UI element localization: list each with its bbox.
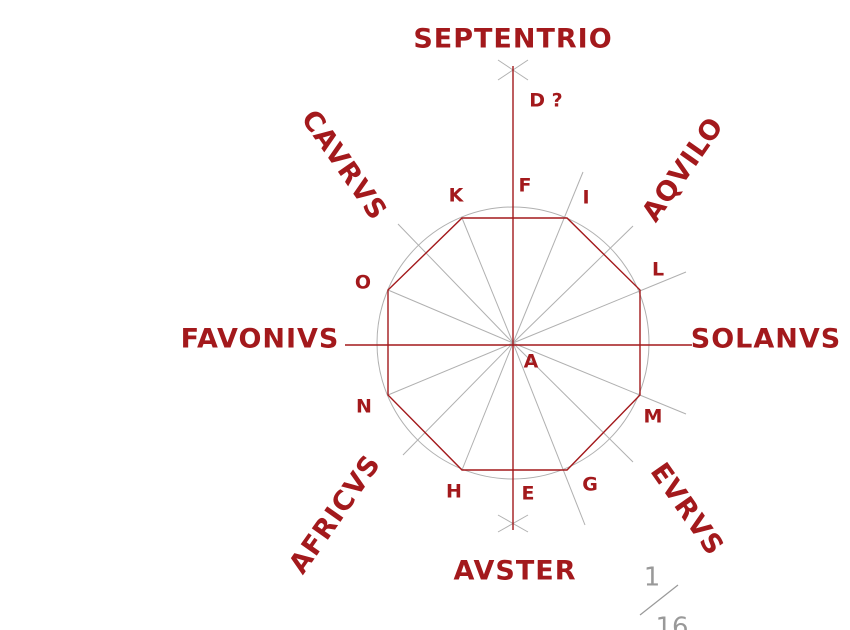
wind-label: EVRVS xyxy=(644,457,730,561)
point-label: L xyxy=(652,259,664,281)
wind-label: CAVRVS xyxy=(295,105,393,227)
point-label: K xyxy=(449,185,465,207)
octagon-lines xyxy=(345,66,692,530)
wind-label: AVSTER xyxy=(453,556,576,587)
point-label: H xyxy=(446,481,462,503)
point-label: M xyxy=(644,406,663,428)
wind-label: SOLANVS xyxy=(691,324,841,355)
point-label: A xyxy=(524,351,539,373)
labels: SEPTENTRIO AQVILO SOLANVS EVRVS AVSTER AFRICV… xyxy=(181,24,841,587)
wind-label: SEPTENTRIO xyxy=(413,24,612,55)
point-label: E xyxy=(522,483,535,505)
point-label: I xyxy=(582,187,589,209)
point-label: N xyxy=(356,396,372,418)
wind-label: FAVONIVS xyxy=(181,324,340,355)
octagon xyxy=(387,217,641,471)
fraction-denominator: 16 xyxy=(655,613,688,630)
wind-label: AQVILO xyxy=(636,111,730,227)
fraction-numerator: 1 xyxy=(644,563,661,593)
point-label: G xyxy=(582,474,598,496)
point-label: F xyxy=(519,175,532,197)
fraction: 1 16 xyxy=(639,563,689,630)
wind-label: AFRICVS xyxy=(283,449,387,579)
point-label: O xyxy=(355,272,371,294)
point-label: D ? xyxy=(529,90,562,112)
